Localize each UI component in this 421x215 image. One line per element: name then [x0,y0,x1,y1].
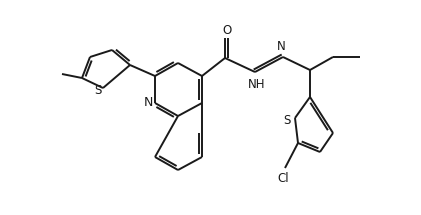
Text: S: S [94,84,102,97]
Text: Cl: Cl [277,172,289,184]
Text: N: N [277,40,285,54]
Text: NH: NH [248,77,266,91]
Text: O: O [222,25,232,37]
Text: N: N [143,97,153,109]
Text: S: S [283,114,290,126]
